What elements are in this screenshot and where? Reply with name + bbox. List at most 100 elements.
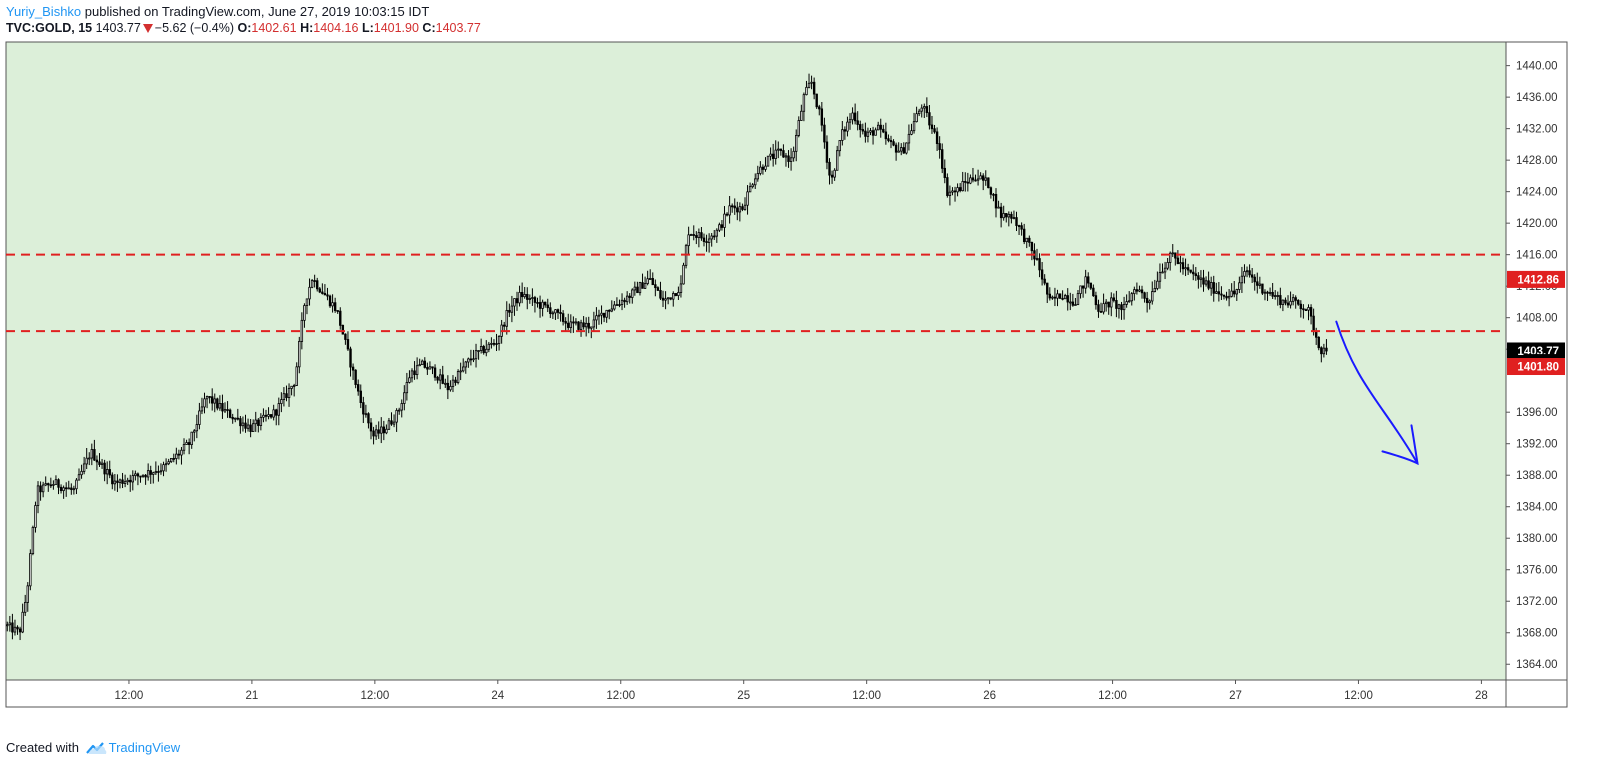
- candle-body: [1268, 291, 1272, 294]
- price-label-text: 1412.86: [1517, 274, 1559, 286]
- x-tick-label: 21: [246, 690, 259, 702]
- candle-body: [1161, 271, 1164, 274]
- candle-body: [771, 153, 775, 159]
- candle-body: [208, 396, 211, 398]
- candle-body: [564, 321, 567, 324]
- candle-body: [346, 339, 350, 350]
- candle-body: [659, 290, 662, 299]
- candle-body: [723, 213, 726, 228]
- candle-body: [915, 113, 918, 123]
- candle-body: [487, 343, 491, 350]
- footer: Created with TradingView: [6, 740, 180, 755]
- y-tick-label: 1368.00: [1516, 628, 1558, 640]
- candle-body: [610, 308, 613, 312]
- candle-body: [1258, 283, 1262, 286]
- candle-body: [213, 398, 216, 404]
- candle-body: [969, 177, 972, 184]
- candle-body: [428, 366, 432, 370]
- candle-body: [216, 398, 219, 409]
- candle-body: [641, 282, 644, 289]
- candle-body: [779, 148, 783, 151]
- candle-body: [917, 110, 921, 115]
- candle-body: [108, 469, 111, 476]
- candle-body: [1010, 213, 1013, 219]
- candle-body: [1089, 282, 1092, 289]
- candle-body: [782, 150, 785, 158]
- candle-body: [1212, 282, 1215, 294]
- candle-body: [866, 131, 870, 137]
- y-tick-label: 1440.00: [1516, 61, 1558, 73]
- candle-body: [11, 622, 14, 633]
- candle-body: [310, 280, 314, 288]
- candle-body: [1243, 271, 1246, 277]
- candle-body: [1194, 273, 1198, 277]
- candle-body: [692, 234, 695, 236]
- candle-body: [951, 190, 954, 193]
- candle-body: [720, 224, 724, 228]
- y-tick-label: 1384.00: [1516, 502, 1558, 514]
- candle-body: [433, 367, 437, 378]
- candle-body: [543, 301, 547, 306]
- candle-body: [1128, 300, 1131, 303]
- candle-body: [1186, 267, 1190, 271]
- candle-body: [82, 463, 86, 472]
- candle-body: [1094, 295, 1098, 306]
- candle-body: [257, 419, 260, 426]
- candle-body: [966, 181, 970, 184]
- candle-body: [57, 479, 60, 488]
- candle-body: [1104, 301, 1108, 305]
- candle-body: [1035, 258, 1039, 260]
- candle-body: [938, 143, 941, 151]
- author-link[interactable]: Yuriy_Bishko: [6, 4, 82, 19]
- candle-body: [838, 140, 841, 152]
- candle-body: [1179, 262, 1182, 265]
- candle-body: [408, 377, 411, 383]
- candle-body: [421, 360, 424, 366]
- candle-body: [1040, 269, 1044, 280]
- candle-body: [769, 153, 772, 157]
- candle-body: [1299, 303, 1303, 310]
- candle-body: [1297, 299, 1300, 305]
- x-tick-label: 26: [983, 690, 996, 702]
- candle-body: [549, 307, 552, 314]
- candle-body: [892, 141, 895, 146]
- candle-body: [807, 82, 811, 88]
- candles-group: [6, 73, 1328, 641]
- candle-body: [784, 155, 788, 158]
- candle-body: [426, 367, 429, 370]
- candle-body: [1140, 289, 1144, 294]
- candle-body: [474, 350, 478, 360]
- candle-body: [1117, 304, 1121, 309]
- y-tick-label: 1364.00: [1516, 659, 1558, 671]
- candle-body: [510, 305, 514, 313]
- candle-body: [925, 106, 929, 114]
- candle-body: [572, 321, 575, 324]
- candle-body: [1015, 217, 1018, 226]
- candle-body: [725, 213, 729, 216]
- candle-body: [618, 304, 621, 306]
- candle-body: [994, 193, 998, 209]
- candle-body: [1153, 288, 1157, 292]
- tradingview-brand[interactable]: TradingView: [108, 740, 181, 755]
- candle-body: [1274, 295, 1277, 297]
- y-tick-label: 1436.00: [1516, 92, 1558, 104]
- candle-body: [889, 140, 893, 143]
- candle-body: [369, 422, 373, 432]
- publish-header: Yuriy_Bishko published on TradingView.co…: [6, 4, 429, 19]
- candle-body: [633, 286, 637, 291]
- candle-body: [170, 457, 173, 463]
- blue-arrow-shaft: [1335, 320, 1419, 465]
- candle-body: [1020, 225, 1023, 230]
- candle-body: [479, 346, 483, 351]
- candle-body: [700, 232, 703, 239]
- candle-body: [741, 206, 744, 210]
- candle-body: [551, 312, 555, 315]
- candle-body: [818, 106, 821, 110]
- candle-body: [118, 479, 122, 483]
- candle-body: [1181, 262, 1185, 270]
- candle-body: [569, 321, 573, 328]
- candle-body: [1302, 308, 1305, 311]
- candle-body: [464, 361, 467, 368]
- candle-body: [282, 393, 286, 400]
